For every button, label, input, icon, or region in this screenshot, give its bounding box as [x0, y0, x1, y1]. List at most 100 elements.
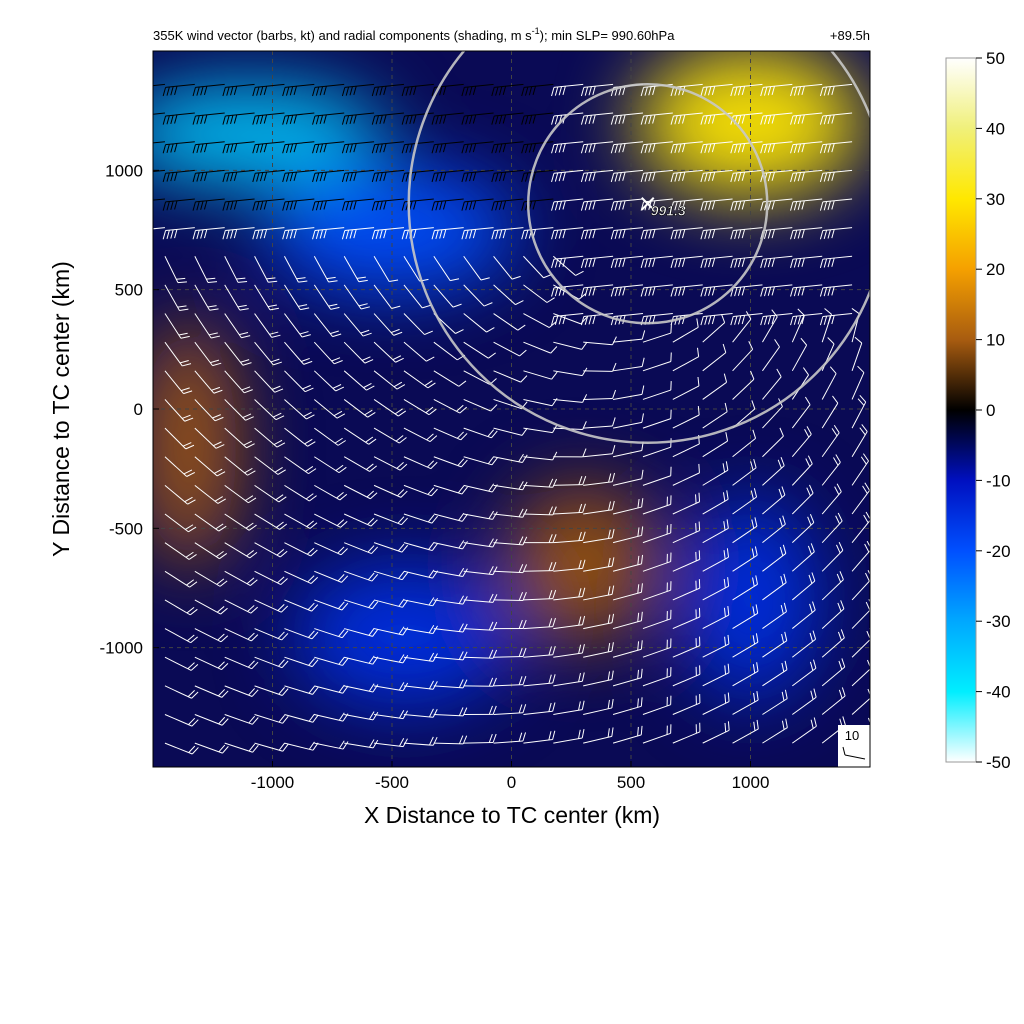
wind-barb-flag — [780, 576, 784, 585]
wind-barb-flag — [465, 86, 469, 96]
wind-barb-flag — [230, 229, 234, 239]
wind-barb-flag — [372, 712, 379, 721]
wind-barb-flag — [588, 258, 592, 268]
wind-barb-flag — [554, 230, 559, 239]
wind-barb-flag — [842, 716, 846, 726]
wind-barb-shaft — [374, 169, 404, 174]
wind-barb-flag — [708, 315, 712, 325]
wind-barb-shaft — [762, 316, 778, 343]
wind-barb-flag — [823, 201, 828, 211]
wind-barb-flag — [472, 86, 477, 96]
wind-barb-shaft — [373, 570, 403, 581]
wind-barb-shaft — [493, 427, 523, 436]
wind-barb-flag — [341, 201, 346, 211]
wind-barb-flag — [578, 729, 581, 739]
wind-barb-flag — [827, 315, 831, 325]
wind-barb-flag — [488, 538, 494, 547]
wind-barb-shaft — [314, 628, 343, 639]
wind-barb-flag — [249, 552, 258, 559]
wind-barb-flag — [304, 387, 314, 393]
wind-barb-flag — [785, 718, 788, 728]
wind-barb-flag — [611, 472, 616, 482]
wind-barb-flag — [174, 171, 178, 181]
wind-barb-flag — [326, 276, 336, 280]
colorbar-tick-label: 50 — [986, 49, 1005, 68]
wind-barb-flag — [771, 229, 775, 239]
wind-barb-flag — [827, 229, 831, 239]
wind-barb-flag — [548, 478, 554, 488]
wind-barb-shaft — [524, 112, 554, 117]
wind-barb-flag — [263, 114, 268, 124]
wind-barb-flag — [190, 636, 198, 644]
wind-barb-flag — [724, 402, 728, 412]
wind-barb-flag — [552, 646, 556, 655]
wind-barb-flag — [674, 287, 678, 297]
wind-barb-flag — [349, 229, 353, 239]
wind-barb-flag — [298, 304, 308, 307]
wind-barb-flag — [334, 437, 343, 444]
wind-barb-flag — [429, 435, 438, 442]
wind-barb-flag — [277, 469, 286, 475]
range-ring — [407, 51, 870, 444]
wind-barb-flag — [137, 144, 139, 153]
wind-barb-flag — [711, 200, 716, 210]
wind-barb-flag — [793, 201, 798, 211]
wind-barb-flag — [793, 86, 798, 96]
wind-barb-flag — [488, 649, 494, 659]
wind-barb-shaft — [643, 198, 673, 203]
wind-barb-shaft — [702, 381, 727, 400]
wind-barb-shaft — [314, 141, 345, 146]
wind-barb-shaft — [762, 669, 788, 687]
wind-barb-flag — [358, 279, 368, 283]
wind-barb-shaft — [642, 704, 671, 715]
wind-barb-flag — [498, 143, 503, 153]
wind-barb-flag — [345, 172, 350, 182]
wind-barb-flag — [442, 86, 447, 96]
wind-barb-shaft — [613, 227, 643, 232]
wind-barb-flag — [338, 466, 347, 474]
wind-barb-shaft — [851, 549, 870, 572]
wind-barb-flag — [190, 664, 199, 671]
wind-barb-flag — [341, 115, 346, 125]
wind-barb-flag — [708, 201, 712, 210]
wind-barb-flag — [251, 689, 259, 697]
wind-barb-flag — [793, 315, 798, 325]
wind-barb-shaft — [314, 714, 344, 722]
wind-barb-flag — [469, 115, 473, 125]
wind-barb-flag — [336, 519, 345, 526]
wind-barb-flag — [528, 115, 533, 125]
wind-barb-flag — [300, 307, 310, 311]
wind-barb-flag — [389, 279, 399, 282]
wind-barb-flag — [644, 144, 648, 154]
wind-barb-shaft — [792, 255, 823, 260]
wind-barb-flag — [379, 172, 383, 182]
wind-barb-flag — [413, 171, 417, 181]
wind-barb-flag — [511, 275, 521, 280]
wind-barb-flag — [704, 86, 708, 96]
wind-barb-shaft — [523, 682, 553, 687]
wind-barb-flag — [192, 144, 196, 154]
wind-barb-shaft — [165, 112, 195, 117]
wind-barb-shaft — [403, 399, 430, 416]
wind-barb-flag — [578, 644, 582, 654]
wind-barb-flag — [383, 171, 387, 181]
wind-barb-flag — [578, 559, 582, 569]
wind-barb-flag — [455, 329, 464, 334]
wind-barb-flag — [472, 200, 477, 210]
wind-barb-flag — [833, 457, 839, 466]
wind-barb-flag — [558, 143, 563, 153]
wind-barb-flag — [462, 568, 468, 577]
wind-barb-flag — [754, 546, 758, 556]
wind-barb-flag — [813, 717, 817, 727]
wind-barb-flag — [431, 144, 435, 154]
wind-barb-flag — [368, 683, 375, 692]
wind-barb-flag — [185, 444, 195, 450]
wind-barb-flag — [641, 469, 644, 479]
wind-barb-flag — [303, 411, 312, 417]
wind-barb-flag — [337, 546, 345, 554]
wind-barb-flag — [221, 690, 229, 698]
wind-barb-flag — [401, 572, 409, 580]
wind-barb-shaft — [673, 255, 703, 260]
wind-barb-flag — [836, 483, 842, 492]
wind-barb-flag — [578, 701, 581, 711]
